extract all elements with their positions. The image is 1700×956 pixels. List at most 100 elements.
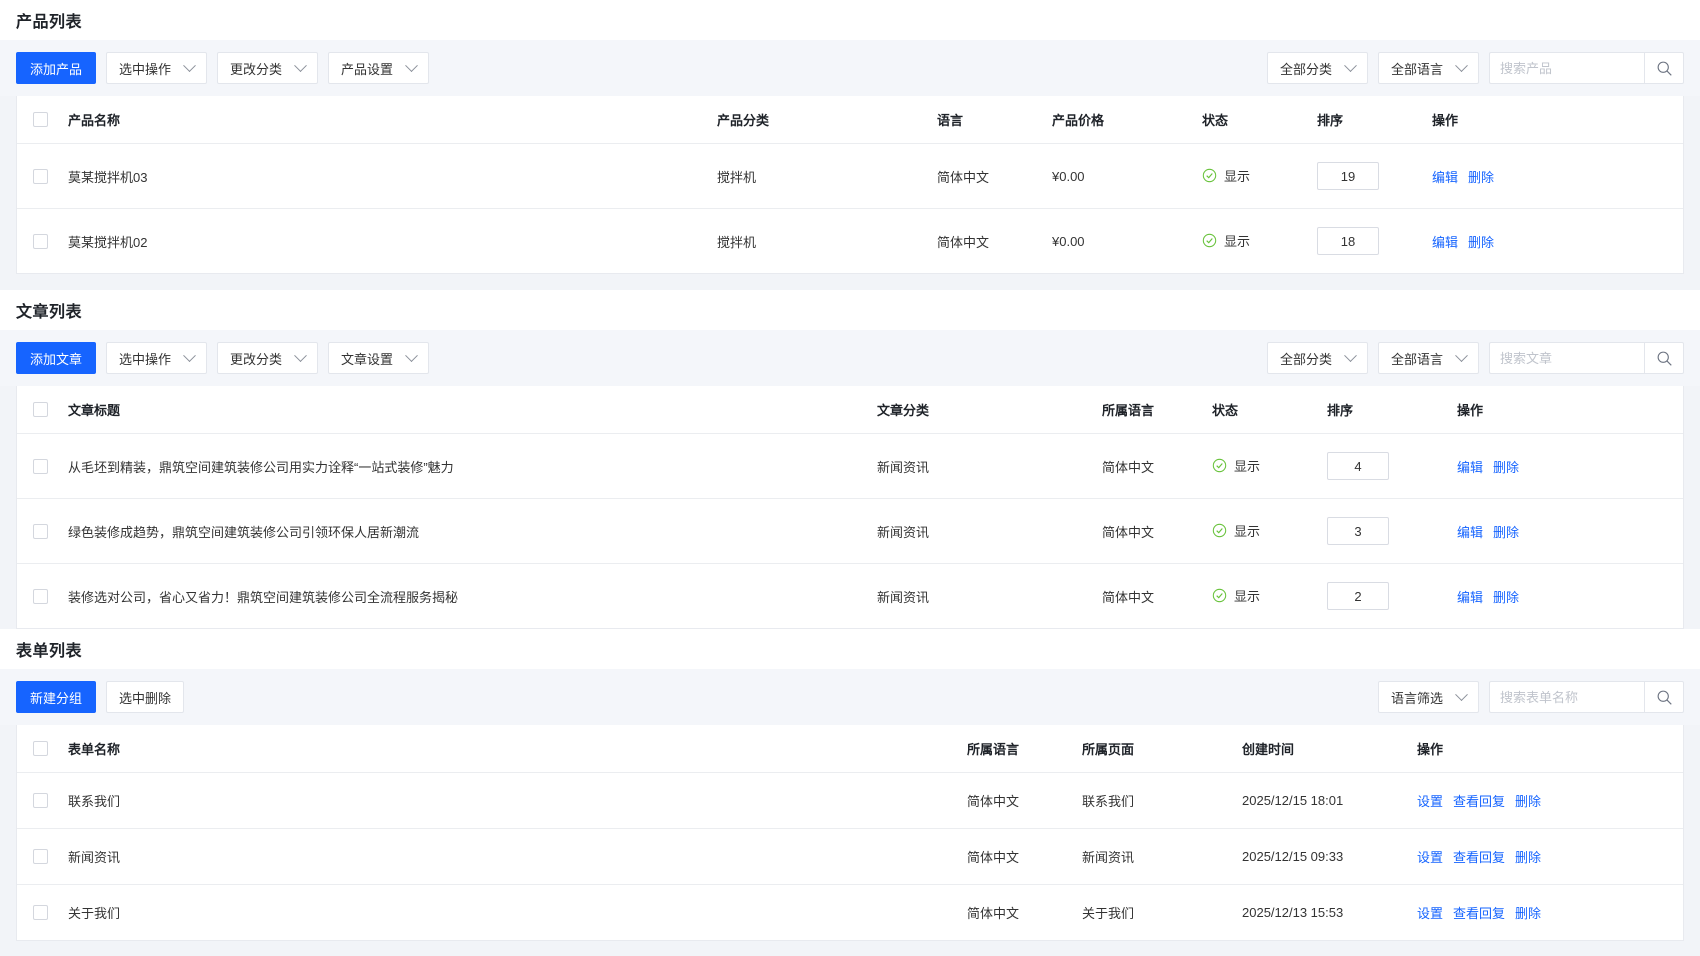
product-change-category-dropdown[interactable]: 更改分类 [217, 52, 319, 84]
edit-link[interactable]: 编辑 [1432, 234, 1459, 250]
delete-link[interactable]: 删除 [1515, 850, 1542, 865]
product-category: 搅拌机 [717, 143, 937, 209]
add-product-button[interactable]: 添加产品 [16, 52, 97, 84]
article-sort-input[interactable] [1327, 452, 1389, 480]
article-change-category-dropdown[interactable]: 更改分类 [217, 342, 319, 374]
status-label: 显示 [1224, 234, 1251, 249]
delete-link[interactable]: 删除 [1515, 794, 1542, 809]
row-checkbox[interactable] [33, 458, 48, 474]
article-title-cell: 装修选对公司，省心又省力！鼎筑空间建筑装修公司全流程服务揭秘 [17, 563, 877, 628]
view-replies-link[interactable]: 查看回复 [1453, 794, 1506, 809]
product-language-filter[interactable]: 全部语言 [1377, 52, 1479, 84]
forms-section: 新建分组 选中删除 语言筛选 [0, 669, 1700, 941]
form-language-filter[interactable]: 语言筛选 [1377, 681, 1479, 713]
product-ops-cell: 编辑 删除 [1432, 208, 1683, 273]
search-icon [1657, 690, 1672, 705]
view-replies-link[interactable]: 查看回复 [1453, 850, 1506, 865]
forms-header-language: 所属语言 [967, 725, 1082, 773]
table-row: 从毛坯到精装，鼎筑空间建筑装修公司用实力诠释“一站式装修”魅力 新闻资讯 简体中… [17, 433, 1683, 499]
row-checkbox[interactable] [33, 233, 48, 249]
product-language-filter-label: 全部语言 [1390, 61, 1443, 77]
delete-link[interactable]: 删除 [1493, 589, 1520, 605]
row-checkbox[interactable] [33, 793, 48, 808]
status-badge: 显示 [1212, 586, 1260, 605]
products-header-ops: 操作 [1432, 96, 1683, 144]
product-bulk-action-dropdown[interactable]: 选中操作 [106, 52, 208, 84]
product-sort-input[interactable] [1317, 162, 1379, 190]
row-checkbox[interactable] [33, 168, 48, 184]
products-page-title: 产品列表 [16, 14, 83, 31]
articles-header-language: 所属语言 [1102, 386, 1212, 434]
view-replies-link[interactable]: 查看回复 [1453, 906, 1506, 921]
status-badge: 显示 [1202, 231, 1250, 250]
product-sort-input[interactable] [1317, 227, 1379, 255]
form-name: 关于我们 [68, 906, 121, 921]
delete-link[interactable]: 删除 [1493, 524, 1520, 540]
select-all-checkbox[interactable] [33, 112, 48, 127]
product-status-cell: 显示 [1202, 143, 1317, 209]
product-name-cell: 莫某搅拌机03 [17, 143, 717, 209]
article-status-cell: 显示 [1212, 433, 1327, 499]
products-header-sort: 排序 [1317, 96, 1432, 144]
article-settings-label: 文章设置 [341, 351, 394, 367]
row-checkbox[interactable] [33, 849, 48, 864]
settings-link[interactable]: 设置 [1417, 850, 1444, 865]
product-category-filter[interactable]: 全部分类 [1266, 52, 1368, 84]
delete-link[interactable]: 删除 [1493, 459, 1520, 475]
forms-header-created: 创建时间 [1242, 725, 1417, 773]
articles-table-panel: 文章标题 文章分类 所属语言 状态 排序 操作 从毛坯到精装，鼎筑空间建筑装修公… [16, 386, 1684, 629]
form-search-input[interactable] [1489, 681, 1644, 713]
select-all-checkbox[interactable] [33, 402, 48, 417]
form-search-button[interactable] [1644, 681, 1684, 713]
product-settings-dropdown[interactable]: 产品设置 [328, 52, 430, 84]
check-circle-icon [1202, 233, 1217, 248]
products-table-panel: 产品名称 产品分类 语言 产品价格 状态 排序 操作 莫某搅拌机03 [16, 96, 1684, 274]
status-label: 显示 [1234, 524, 1261, 539]
delete-link[interactable]: 删除 [1468, 169, 1495, 185]
row-checkbox[interactable] [33, 523, 48, 539]
products-header-status: 状态 [1202, 96, 1317, 144]
product-name-cell: 莫某搅拌机02 [17, 208, 717, 273]
settings-link[interactable]: 设置 [1417, 906, 1444, 921]
article-category: 新闻资讯 [877, 563, 1102, 628]
select-all-checkbox[interactable] [33, 741, 48, 756]
article-bulk-action-dropdown[interactable]: 选中操作 [106, 342, 208, 374]
form-page: 关于我们 [1082, 884, 1242, 940]
article-sort-input[interactable] [1327, 517, 1389, 545]
delete-link[interactable]: 删除 [1468, 234, 1495, 250]
products-toolbar: 添加产品 选中操作 更改分类 产品设置 全部分类 全部语言 [0, 40, 1700, 96]
product-change-category-label: 更改分类 [230, 61, 283, 77]
article-sort-cell [1327, 498, 1457, 564]
article-search-input[interactable] [1489, 342, 1644, 374]
article-category: 新闻资讯 [877, 433, 1102, 499]
product-search-button[interactable] [1644, 52, 1684, 84]
forms-table-panel: 表单名称 所属语言 所属页面 创建时间 操作 联系我们 简体中文 联系 [16, 725, 1684, 941]
new-group-button[interactable]: 新建分组 [16, 681, 97, 713]
article-sort-input[interactable] [1327, 582, 1389, 610]
products-header-category: 产品分类 [717, 96, 937, 144]
article-category-filter-label: 全部分类 [1279, 351, 1332, 367]
articles-header-ops: 操作 [1457, 386, 1683, 434]
delete-link[interactable]: 删除 [1515, 906, 1542, 921]
row-checkbox[interactable] [33, 588, 48, 604]
products-title-bar: 产品列表 [0, 0, 1700, 40]
form-language: 简体中文 [967, 828, 1082, 885]
product-sort-cell [1317, 208, 1432, 273]
product-search-input[interactable] [1489, 52, 1644, 84]
chevron-down-icon [405, 58, 418, 72]
edit-link[interactable]: 编辑 [1457, 524, 1484, 540]
edit-link[interactable]: 编辑 [1457, 589, 1484, 605]
bulk-delete-button[interactable]: 选中删除 [106, 681, 185, 713]
forms-header-name: 表单名称 [17, 725, 967, 773]
row-checkbox[interactable] [33, 905, 48, 920]
add-article-button[interactable]: 添加文章 [16, 342, 97, 374]
settings-link[interactable]: 设置 [1417, 794, 1444, 809]
article-ops-cell: 编辑 删除 [1457, 433, 1683, 499]
article-category-filter[interactable]: 全部分类 [1266, 342, 1368, 374]
edit-link[interactable]: 编辑 [1432, 169, 1459, 185]
article-settings-dropdown[interactable]: 文章设置 [328, 342, 430, 374]
article-language-filter[interactable]: 全部语言 [1377, 342, 1479, 374]
article-search-button[interactable] [1644, 342, 1684, 374]
edit-link[interactable]: 编辑 [1457, 459, 1484, 475]
